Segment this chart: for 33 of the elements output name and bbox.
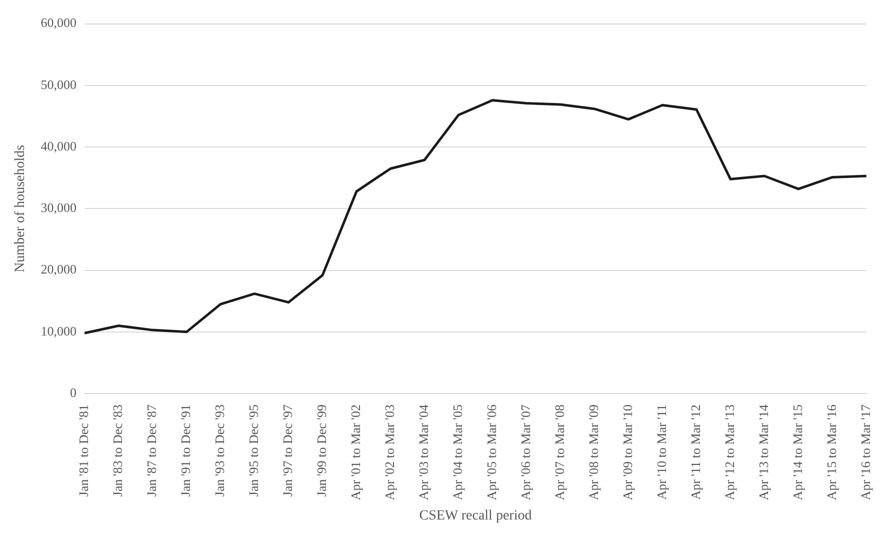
x-tick-label: Apr '13 to Mar '14 [756,404,771,500]
x-tick-label: Jan '99 to Dec '99 [314,404,329,497]
x-tick-label: Apr '02 to Mar '03 [382,404,397,500]
y-axis-title: Number of households [13,144,28,272]
y-tick-label: 50,000 [40,76,77,92]
x-tick-label: Apr '16 to Mar '17 [858,404,873,500]
x-tick-label: Apr '05 to Mar '06 [484,404,499,500]
x-tick-label: Jan '81 to Dec '81 [76,404,91,497]
x-tick-label: Apr '09 to Mar '10 [620,404,635,500]
x-tick-label: Jan '83 to Dec '83 [110,404,125,497]
x-tick-label: Apr '08 to Mar '09 [586,404,601,500]
y-tick-label: 0 [70,384,77,400]
y-tick-label: 20,000 [40,262,77,277]
x-tick-label: Apr '06 to Mar '07 [518,404,533,500]
x-tick-label: Apr '15 to Mar '16 [824,404,839,500]
x-tick-label: Apr '01 to Mar '02 [348,404,363,500]
x-tick-label: Apr '04 to Mar '05 [450,404,465,500]
x-tick-label: Apr '12 to Mar '13 [722,404,737,500]
x-tick-label: Jan '93 to Dec '93 [212,404,227,497]
y-tick-label: 10,000 [40,323,77,338]
x-tick-label: Apr '10 to Mar '11 [654,404,669,500]
x-tick-label: Apr '14 to Mar '15 [790,404,805,500]
x-tick-label: Apr '07 to Mar '08 [552,404,567,500]
y-tick-label: 60,000 [40,15,77,30]
x-tick-label: Jan '95 to Dec '95 [246,404,261,497]
x-tick-label: Apr '11 to Mar '12 [688,404,703,500]
x-tick-label: Jan '97 to Dec '97 [280,404,295,497]
y-tick-label: 40,000 [40,138,77,154]
x-tick-label: Apr '03 to Mar '04 [416,404,431,500]
x-axis-title: CSEW recall period [419,508,532,524]
x-tick-label: Jan '87 to Dec '87 [144,404,159,497]
x-tick-label: Jan '91 to Dec '91 [178,404,193,497]
y-tick-label: 30,000 [40,200,77,216]
